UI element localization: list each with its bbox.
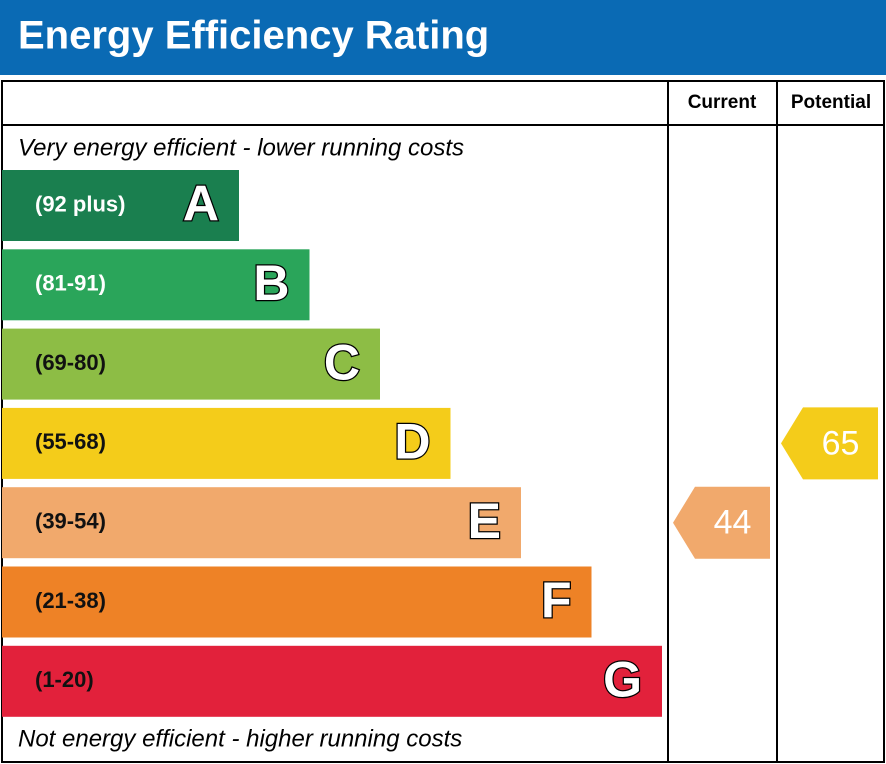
band-letter: D: [394, 414, 430, 470]
band-range: (81-91): [35, 271, 106, 296]
band-letter: C: [324, 334, 360, 390]
band-letter: F: [541, 572, 572, 628]
top-label: Very energy efficient - lower running co…: [18, 134, 464, 161]
band: [2, 566, 592, 638]
band: [2, 249, 310, 321]
band-letter: G: [603, 652, 642, 708]
rating-value: 44: [714, 504, 752, 542]
rating-arrow: [673, 486, 770, 559]
title-bar: [0, 0, 886, 75]
band-range: (69-80): [35, 350, 106, 375]
band-letter: B: [253, 255, 289, 311]
band: [2, 487, 521, 559]
band: [2, 170, 239, 241]
band-letter: A: [183, 176, 219, 232]
column-header: Current: [688, 92, 757, 113]
band-range: (92 plus): [35, 191, 125, 216]
band-letter: E: [468, 493, 501, 549]
rating-value: 65: [822, 424, 860, 462]
chart-title: Energy Efficiency Rating: [18, 14, 489, 58]
rating-arrow: [781, 407, 878, 480]
band-range: (21-38): [35, 588, 106, 613]
column-header: Potential: [791, 92, 871, 113]
band-range: (1-20): [35, 667, 94, 692]
band-range: (39-54): [35, 509, 106, 534]
band: [2, 645, 662, 717]
band: [2, 328, 380, 400]
band-range: (55-68): [35, 429, 106, 454]
band: [2, 407, 451, 479]
bottom-label: Not energy efficient - higher running co…: [18, 725, 462, 752]
